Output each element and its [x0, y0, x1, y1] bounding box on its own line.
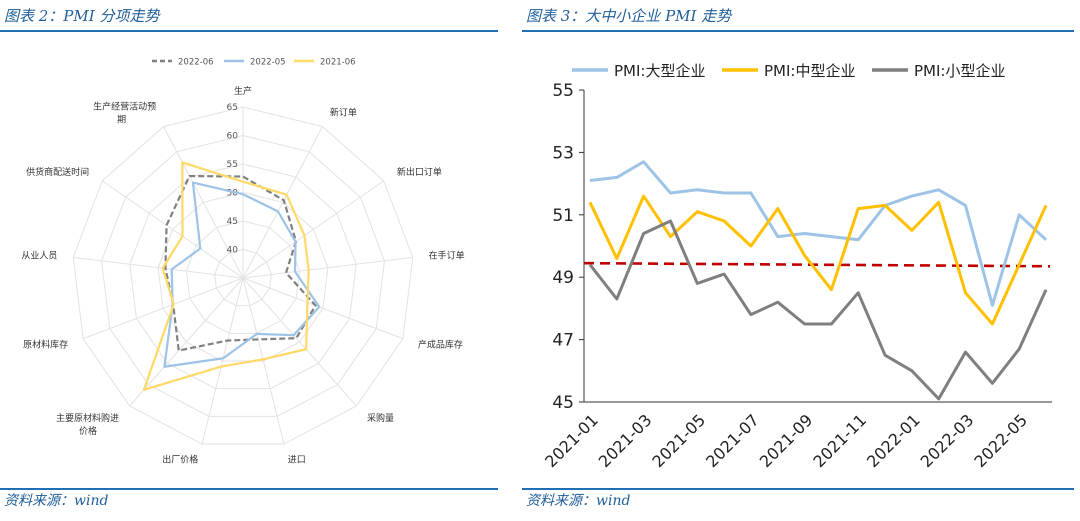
- radar-spoke: [101, 180, 244, 279]
- radar-axis-label: 新订单: [330, 106, 357, 118]
- panel-size-pmi: 图表 3：大中小企业 PMI 走势 PMI:大型企业 PMI:中型企业 PMI:小型…: [522, 0, 1080, 521]
- radar-tick-label: 60: [227, 132, 239, 142]
- radar-spoke: [242, 126, 323, 279]
- radar-grid-ring: [129, 163, 357, 390]
- radar-axis-label: 进口: [288, 455, 306, 466]
- x-tick-label: 2021-05: [648, 410, 709, 471]
- legend-label: PMI:小型企业: [914, 62, 1005, 80]
- y-tick-label: 55: [552, 81, 574, 101]
- radar-axis-label: 在手订单: [429, 249, 465, 261]
- radar-spoke: [129, 277, 244, 407]
- radar-axis-label: 从业人员: [21, 250, 57, 261]
- legend-label: PMI:大型企业: [614, 62, 705, 80]
- line-series-PMI:中型企业: [588, 194, 1048, 326]
- y-tick-label: 45: [552, 393, 574, 413]
- radar-spoke: [201, 277, 244, 445]
- line-series-PMI:大型企业: [589, 160, 1048, 307]
- y-tick-label: 47: [552, 331, 574, 351]
- radar-spoke: [82, 277, 244, 340]
- radar-axis-label: 原材料库存: [23, 338, 68, 350]
- x-tick-label: 2021-01: [541, 410, 602, 471]
- radar-axis-label: 产成品库存: [418, 338, 463, 350]
- title-rule: [522, 30, 1074, 32]
- radar-series-2021-06: [142, 161, 310, 391]
- y-tick-label: 49: [552, 268, 574, 288]
- legend-label: PMI:中型企业: [764, 62, 855, 80]
- y-tick-label: 53: [552, 143, 574, 163]
- title-rule: [0, 30, 498, 32]
- radar-axis-label: 主要原材料购进价格: [56, 412, 119, 437]
- line-chart: PMI:大型企业 PMI:中型企业 PMI:小型企业 45 47 49 51 53 55 2021…: [541, 62, 1052, 471]
- radar-tick-label: 65: [227, 103, 238, 113]
- x-tick-label: 2022-01: [863, 410, 924, 471]
- radar-axis-label: 生产经营活动预期: [93, 100, 156, 125]
- radar-axis-label: 新出口订单: [397, 166, 442, 178]
- radar-spoke: [73, 256, 244, 279]
- line-series-PMI:小型企业: [588, 219, 1048, 401]
- radar-spoke: [242, 277, 285, 445]
- y-tick-label: 51: [552, 206, 574, 226]
- radar-tick-label: 45: [227, 217, 238, 227]
- radar-tick-label: 40: [227, 246, 239, 256]
- radar-series-2022-05: [163, 181, 321, 368]
- radar-tick-label: 50: [227, 189, 239, 199]
- radar-spoke: [242, 180, 385, 279]
- radar-grid-ring: [185, 220, 301, 334]
- radar-spoke: [163, 126, 244, 279]
- x-tick-label: 2021-09: [756, 410, 817, 471]
- source-rule: [522, 488, 1074, 490]
- x-tick-label: 2022-05: [970, 410, 1031, 471]
- radar-grid-ring: [214, 248, 272, 307]
- radar-chart: 2022-06 2022-05 2021-06 40 45 50 55 60 65 生产新订单新出…: [21, 58, 465, 466]
- radar-spoke: [242, 277, 357, 407]
- source-note: 资料来源：wind: [4, 493, 109, 509]
- trendline: [583, 261, 1051, 268]
- radar-spoke: [242, 277, 404, 340]
- legend-label: 2022-06: [178, 58, 214, 68]
- legend-label: 2022-05: [250, 58, 286, 68]
- radar-axis-label: 出厂价格: [162, 454, 198, 466]
- x-tick-label: 2021-11: [809, 410, 870, 471]
- legend-label: 2021-06: [320, 58, 356, 68]
- radar-axis-label: 供货商配送时间: [26, 166, 89, 178]
- x-tick-label: 2021-03: [595, 410, 656, 471]
- radar-axis-label: 生产: [234, 85, 252, 97]
- panel-pmi-subitems: 图表 2：PMI 分项走势 2022-06 2022-05 2021-06 40 45 5…: [0, 0, 510, 521]
- radar-grid-ring: [72, 106, 414, 445]
- x-tick-label: 2021-07: [702, 410, 763, 471]
- x-tick-label: 2022-03: [917, 410, 978, 471]
- radar-axis-label: 采购量: [367, 412, 394, 424]
- radar-spoke: [242, 256, 413, 279]
- source-note: 资料来源：wind: [526, 493, 631, 509]
- radar-grid-ring: [157, 191, 329, 362]
- radar-series-2022-06: [164, 174, 317, 352]
- radar-tick-label: 55: [227, 160, 238, 170]
- chart-title: 图表 2：PMI 分项走势: [4, 7, 160, 25]
- radar-grid-ring: [101, 134, 385, 417]
- chart-title: 图表 3：大中小企业 PMI 走势: [526, 7, 732, 25]
- source-rule: [0, 488, 498, 490]
